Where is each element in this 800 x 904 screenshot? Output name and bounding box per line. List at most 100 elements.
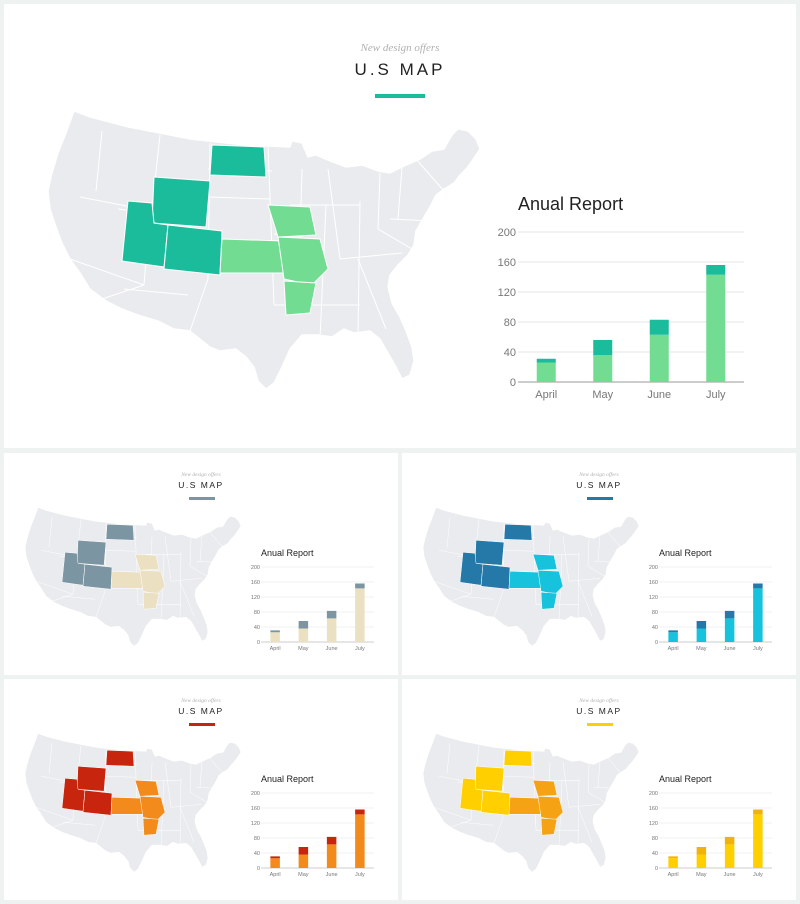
y-tick-label: 200 [251, 791, 260, 797]
y-tick-label: 120 [649, 821, 658, 827]
x-tick-label: April [668, 872, 679, 878]
bar-segment [536, 362, 556, 382]
bar-segment [668, 856, 678, 859]
slide-subtitle: New design offers [579, 472, 619, 478]
slide-variant-red: New design offers U.S MAP Anual Report 0 4… [4, 679, 398, 900]
bar-segment [753, 588, 763, 642]
kansas-state [110, 570, 144, 589]
y-tick-label: 80 [652, 836, 658, 842]
slide-title: U.S MAP [178, 706, 224, 716]
bar-segment [649, 319, 669, 335]
bar-segment [668, 858, 678, 868]
us-map [422, 506, 640, 647]
missouri-state [537, 795, 564, 821]
iowa-state [134, 553, 160, 571]
iowa-state [532, 779, 558, 797]
x-tick-label: June [326, 872, 338, 878]
y-tick-label: 0 [510, 377, 516, 389]
bar-segment [270, 858, 280, 868]
bar-segment [724, 844, 735, 868]
arkansas-state [540, 591, 558, 610]
bar-segment [696, 628, 707, 642]
bar-segment [355, 588, 365, 642]
bar-segment [724, 836, 735, 845]
x-tick-label: May [298, 646, 309, 652]
bar-segment [298, 628, 309, 642]
colorado-state [82, 789, 113, 816]
bar-segment [298, 854, 309, 868]
x-tick-label: May [696, 872, 707, 878]
bar-segment [593, 355, 613, 382]
x-tick-label: June [647, 389, 671, 401]
arkansas-state [142, 817, 160, 836]
slide-subtitle: New design offers [181, 698, 221, 704]
x-tick-label: April [270, 646, 281, 652]
bar-segment [326, 836, 337, 845]
north-dakota-state [503, 749, 533, 767]
y-tick-label: 120 [498, 287, 516, 299]
wyoming-state [474, 765, 505, 792]
slide-variant-slate: New design offers U.S MAP Anual Report 0 4… [4, 453, 398, 675]
iowa-state [267, 204, 317, 238]
slide-subtitle: New design offers [360, 42, 440, 54]
chart-title: Anual Report [261, 774, 314, 784]
y-tick-label: 0 [257, 640, 260, 646]
y-tick-label: 160 [251, 806, 260, 812]
bar-segment [696, 621, 707, 629]
us-map [24, 732, 242, 873]
x-tick-label: April [535, 389, 557, 401]
bar-segment [724, 618, 735, 642]
us-map [47, 110, 481, 390]
y-tick-label: 40 [652, 625, 658, 631]
y-tick-label: 160 [649, 580, 658, 586]
title-accent-bar [587, 723, 613, 726]
bar-segment [270, 632, 280, 642]
arkansas-state [142, 591, 160, 610]
slide-subtitle: New design offers [181, 472, 221, 478]
north-dakota-state [105, 749, 135, 767]
bar-segment [270, 856, 280, 859]
slide-main: New design offers U.S MAP Anual Report 0 4… [4, 4, 796, 448]
chart-title: Anual Report [659, 548, 712, 558]
bar-segment [326, 618, 337, 642]
bar-segment [326, 610, 337, 619]
bar-segment [355, 583, 365, 589]
y-tick-label: 80 [254, 836, 260, 842]
bar-segment [696, 854, 707, 868]
slide-variant-blue: New design offers U.S MAP Anual Report 0 4… [402, 453, 796, 675]
bar-segment [753, 583, 763, 589]
us-map [24, 506, 242, 647]
annual-report-chart: Anual Report 0 40 80 120 160 200 April May June Ju… [649, 548, 772, 652]
title-accent-bar [189, 723, 215, 726]
title-accent-bar [189, 497, 215, 500]
chart-title: Anual Report [261, 548, 314, 558]
missouri-state [139, 795, 166, 821]
y-tick-label: 120 [251, 595, 260, 601]
x-tick-label: April [668, 646, 679, 652]
annual-report-chart: Anual Report 0 40 80 120 160 200 April May June Ju… [649, 774, 772, 878]
x-tick-label: July [355, 872, 365, 878]
bar-segment [706, 265, 726, 275]
x-tick-label: May [696, 646, 707, 652]
annual-report-chart: Anual Report 0 40 80 120 160 200 April May June Ju… [498, 194, 744, 401]
missouri-state [139, 569, 166, 595]
bar-segment [668, 632, 678, 642]
kansas-state [110, 796, 144, 815]
slide-title: U.S MAP [354, 60, 446, 79]
slide-subtitle: New design offers [579, 698, 619, 704]
colorado-state [480, 563, 511, 590]
iowa-state [134, 779, 160, 797]
y-tick-label: 160 [251, 580, 260, 586]
bar-segment [536, 358, 556, 363]
annual-report-chart: Anual Report 0 40 80 120 160 200 April May June Ju… [251, 548, 374, 652]
x-tick-label: July [355, 646, 365, 652]
slide-title: U.S MAP [576, 706, 622, 716]
y-tick-label: 200 [649, 791, 658, 797]
north-dakota-state [105, 523, 135, 541]
bar-segment [724, 610, 735, 619]
missouri-state [277, 236, 329, 286]
y-tick-label: 80 [652, 610, 658, 616]
bar-segment [668, 630, 678, 633]
bar-segment [696, 847, 707, 855]
y-tick-label: 200 [498, 227, 516, 239]
